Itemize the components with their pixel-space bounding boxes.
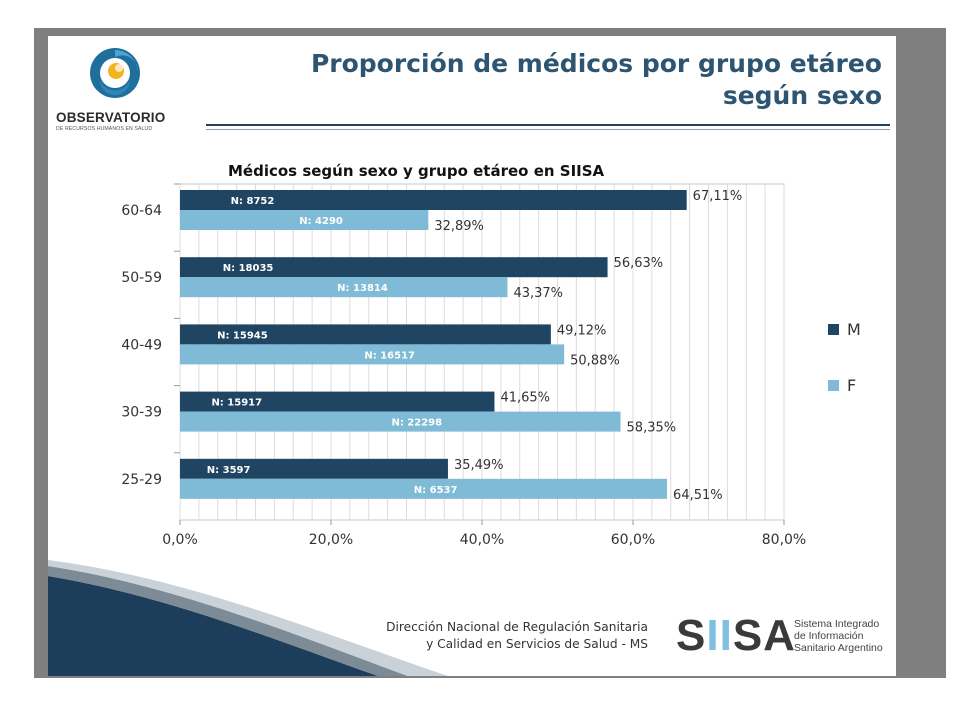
bar-m	[180, 391, 495, 412]
footer-line1: Dirección Nacional de Regulación Sanitar…	[386, 620, 648, 634]
y-tick-label: 30-39	[121, 405, 162, 421]
count-label: N: 3597	[207, 465, 251, 476]
footer-line2: y Calidad en Servicios de Salud - MS	[426, 637, 648, 651]
value-label: 58,35%	[627, 421, 677, 436]
legend-label-m: M	[847, 320, 861, 339]
x-tick-label: 0,0%	[162, 532, 198, 548]
value-label: 32,89%	[434, 219, 484, 234]
value-label: 50,88%	[570, 353, 620, 368]
count-label: N: 16517	[364, 350, 415, 361]
bar-chart: Médicos según sexo y grupo etáreo en SII…	[121, 162, 861, 548]
siisa-ii: II	[706, 611, 733, 660]
count-label: N: 15945	[217, 330, 268, 341]
bar-f	[180, 277, 508, 298]
title-divider-thin	[206, 129, 890, 130]
siisa-sub-line2: de Información	[794, 630, 864, 642]
x-tick-label: 20,0%	[309, 532, 353, 548]
siisa-sub-line3: Sanitario Argentino	[794, 642, 883, 654]
y-tick-label: 60-64	[121, 203, 162, 219]
count-label: N: 4290	[299, 216, 343, 227]
y-tick-label: 40-49	[121, 337, 162, 353]
value-label: 64,51%	[673, 488, 723, 503]
logo-name: OBSERVATORIO	[56, 110, 166, 125]
legend-label-f: F	[847, 376, 856, 395]
page-title: Proporción de médicos por grupo etáreo s…	[311, 48, 882, 112]
value-label: 56,63%	[614, 256, 664, 271]
x-tick-label: 60,0%	[611, 532, 655, 548]
siisa-s: S	[676, 611, 707, 660]
bar-f	[180, 478, 668, 499]
bar-m	[180, 458, 448, 479]
value-label: 49,12%	[557, 323, 607, 338]
page-title-line1: Proporción de médicos por grupo etáreo	[310, 49, 882, 78]
swirl-logo-icon	[90, 48, 140, 98]
logo-subtitle: DE RECURSOS HUMANOS EN SALUD	[56, 126, 153, 132]
chart-title: Médicos según sexo y grupo etáreo en SII…	[228, 162, 605, 180]
y-tick-label: 50-59	[121, 270, 162, 286]
bar-f	[180, 344, 565, 365]
legend-swatch-m	[828, 324, 839, 335]
siisa-logo: SIISA	[676, 612, 796, 660]
x-tick-label: 40,0%	[460, 532, 504, 548]
siisa-sub-line1: Sistema Integrado	[794, 618, 880, 630]
count-label: N: 15917	[211, 398, 262, 409]
legend-swatch-f	[828, 380, 839, 391]
slide: OBSERVATORIO DE RECURSOS HUMANOS EN SALU…	[48, 36, 896, 676]
count-label: N: 18035	[223, 263, 274, 274]
count-label: N: 22298	[391, 418, 442, 429]
y-tick-label: 25-29	[121, 472, 162, 488]
siisa-subtitle: Sistema Integrado de Información Sanitar…	[794, 618, 883, 654]
bar-f	[180, 210, 429, 230]
decorative-swoosh	[48, 560, 448, 676]
count-label: N: 8752	[231, 196, 275, 207]
value-label: 43,37%	[513, 286, 563, 301]
title-divider	[206, 124, 890, 126]
siisa-sa: SA	[732, 611, 796, 660]
footer-text: Dirección Nacional de Regulación Sanitar…	[348, 619, 648, 653]
bar-m	[180, 257, 608, 278]
bar-m	[180, 324, 551, 345]
value-label: 41,65%	[500, 391, 550, 406]
value-label: 35,49%	[454, 458, 504, 473]
bar-f	[180, 411, 621, 432]
value-label: 67,11%	[693, 189, 743, 204]
count-label: N: 13814	[337, 283, 388, 294]
page-title-line2: según sexo	[722, 81, 882, 110]
x-tick-label: 80,0%	[762, 532, 806, 548]
bar-m	[180, 190, 687, 210]
count-label: N: 6537	[414, 485, 458, 496]
